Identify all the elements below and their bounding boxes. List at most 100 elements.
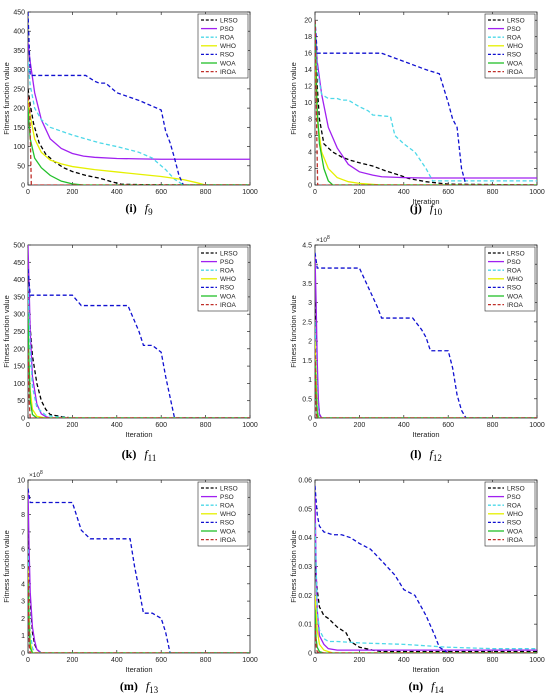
caption-label: (k) — [122, 447, 137, 461]
y-tick-label: 10 — [304, 100, 312, 107]
y-tick-label: 0.01 — [298, 622, 312, 629]
caption-function: f — [431, 679, 436, 693]
series-group — [28, 12, 250, 185]
legend-label-rso: RSO — [507, 285, 521, 292]
y-tick-label: 4.5 — [302, 243, 312, 250]
legend-label-iroa: IROA — [507, 69, 524, 76]
caption-subscript: 14 — [435, 685, 445, 695]
y-tick-label: 4 — [308, 262, 312, 269]
x-tick-label: 0 — [313, 422, 317, 429]
series-line-who — [28, 100, 250, 185]
legend-label-who: WHO — [507, 43, 523, 50]
series-line-rso — [315, 20, 537, 185]
y-exponent-label: ×108 — [316, 235, 330, 244]
x-tick-label: 800 — [200, 657, 212, 664]
panel-caption: (n) f14 — [408, 679, 444, 695]
y-tick-label: 12 — [304, 84, 312, 91]
y-tick-label: 450 — [13, 260, 25, 267]
series-line-rso — [315, 485, 537, 653]
series-group — [315, 252, 537, 418]
y-axis-label: Fitness function value — [2, 530, 11, 603]
series-line-who — [315, 595, 537, 653]
y-tick-label: 6 — [308, 133, 312, 140]
x-tick-label: 800 — [487, 189, 499, 196]
caption-function: f — [430, 201, 435, 215]
x-tick-label: 600 — [442, 189, 454, 196]
legend-label-lrso: LRSO — [507, 485, 525, 492]
legend-label-roa: ROA — [507, 268, 522, 275]
y-tick-label: 5 — [21, 564, 25, 571]
legend-label-woa: WOA — [507, 293, 523, 300]
y-axis-label: Fitness function value — [2, 295, 11, 368]
series-line-rso — [315, 252, 537, 418]
x-tick-label: 1000 — [242, 189, 258, 196]
y-tick-label: 1 — [308, 377, 312, 384]
y-tick-label: 0 — [21, 651, 25, 658]
caption-subscript: 9 — [148, 207, 153, 217]
legend-label-lrso: LRSO — [220, 250, 238, 257]
y-tick-label: 8 — [308, 117, 312, 124]
panel-caption: (m) f13 — [120, 679, 159, 695]
y-tick-label: 0.5 — [302, 396, 312, 403]
legend-label-rso: RSO — [220, 285, 234, 292]
x-tick-label: 200 — [67, 657, 79, 664]
y-tick-label: 500 — [13, 243, 25, 250]
x-tick-label: 600 — [155, 657, 167, 664]
y-tick-label: 3.5 — [302, 281, 312, 288]
legend-label-woa: WOA — [507, 60, 523, 67]
y-tick-label: 350 — [13, 294, 25, 301]
x-tick-label: 800 — [487, 657, 499, 664]
y-tick-label: 100 — [13, 144, 25, 151]
chart-panel-3: 0 200 400 600 800 1000 0 0.5 1 1.5 2 2.5 3 3.5 4 4.5 ×10… — [289, 235, 545, 463]
y-tick-label: 450 — [13, 10, 25, 17]
y-axis-label: Fitness function value — [2, 62, 11, 135]
series-line-roa — [315, 20, 537, 182]
y-tick-label: 4 — [308, 150, 312, 157]
x-tick-label: 400 — [111, 189, 123, 196]
caption-label: (m) — [120, 679, 138, 693]
panel-caption: (l) f12 — [410, 447, 442, 463]
legend-label-iroa: IROA — [220, 537, 237, 544]
y-tick-label: 0.03 — [298, 564, 312, 571]
y-exponent-value: 8 — [40, 470, 43, 476]
x-tick-label: 400 — [111, 422, 123, 429]
series-line-iroa — [315, 348, 537, 418]
x-tick-label: 200 — [354, 189, 366, 196]
y-tick-label: 0.02 — [298, 593, 312, 600]
panel-caption: (k) f11 — [122, 447, 157, 463]
caption-subscript: 13 — [149, 685, 159, 695]
x-tick-label: 200 — [354, 422, 366, 429]
y-axis-label: Fitness function value — [289, 62, 298, 135]
y-tick-label: 7 — [21, 529, 25, 536]
chart-panel-4: 0 200 400 600 800 1000 0 1 2 3 4 5 6 7 8 9 10 ×108 Iterati… — [2, 470, 258, 695]
x-tick-label: 1000 — [242, 657, 258, 664]
x-tick-label: 0 — [313, 189, 317, 196]
y-tick-label: 250 — [13, 86, 25, 93]
y-tick-label: 150 — [13, 125, 25, 132]
series-group — [315, 485, 537, 653]
y-tick-label: 200 — [13, 106, 25, 113]
legend-label-pso: PSO — [220, 494, 234, 501]
y-tick-label: 3 — [21, 599, 25, 606]
x-axis-label: Iteration — [412, 430, 439, 439]
x-tick-label: 0 — [313, 657, 317, 664]
chart-panel-5: 0 200 400 600 800 1000 0 0.01 0.02 0.03 0.04 0.05 0.… — [289, 478, 545, 696]
caption-function: f — [144, 447, 149, 461]
series-line-iroa — [28, 348, 250, 418]
y-tick-label: 9 — [21, 495, 25, 502]
caption-function: f — [429, 447, 434, 461]
y-tick-label: 50 — [17, 163, 25, 170]
legend-label-iroa: IROA — [220, 69, 237, 76]
y-tick-label: 0 — [308, 183, 312, 190]
legend-label-lrso: LRSO — [220, 17, 238, 24]
y-tick-label: 400 — [13, 29, 25, 36]
y-tick-label: 16 — [304, 51, 312, 58]
y-tick-label: 6 — [21, 547, 25, 554]
x-tick-label: 200 — [67, 189, 79, 196]
series-line-lrso — [315, 20, 537, 185]
